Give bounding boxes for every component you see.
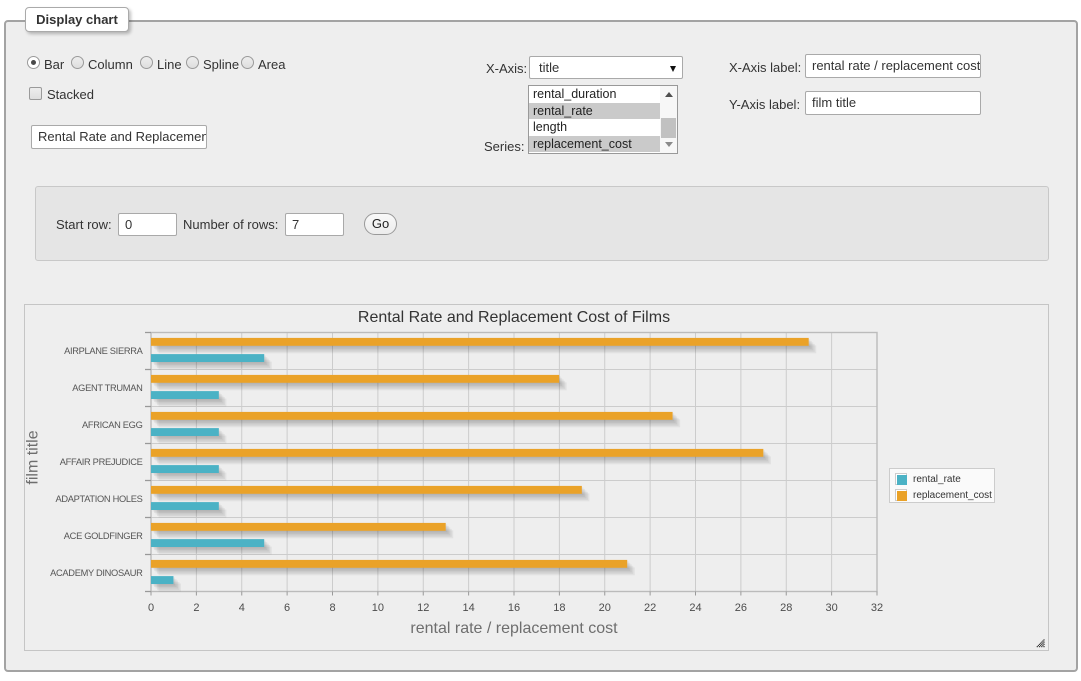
svg-text:22: 22 xyxy=(644,602,656,614)
svg-text:Rental Rate and Replacement Co: Rental Rate and Replacement Cost of Film… xyxy=(358,309,670,326)
svg-text:rental rate / replacement cost: rental rate / replacement cost xyxy=(410,620,618,637)
svg-text:32: 32 xyxy=(871,602,883,614)
svg-text:AFFAIR PREJUDICE: AFFAIR PREJUDICE xyxy=(60,457,143,467)
svg-text:AIRPLANE SIERRA: AIRPLANE SIERRA xyxy=(64,346,144,356)
svg-text:ADAPTATION HOLES: ADAPTATION HOLES xyxy=(55,494,142,504)
svg-text:24: 24 xyxy=(689,602,701,614)
svg-text:30: 30 xyxy=(825,602,837,614)
svg-text:AGENT TRUMAN: AGENT TRUMAN xyxy=(72,383,142,393)
svg-text:4: 4 xyxy=(239,602,245,614)
svg-text:16: 16 xyxy=(508,602,520,614)
svg-text:10: 10 xyxy=(372,602,384,614)
svg-text:26: 26 xyxy=(735,602,747,614)
svg-text:12: 12 xyxy=(417,602,429,614)
svg-text:20: 20 xyxy=(599,602,611,614)
svg-text:18: 18 xyxy=(553,602,565,614)
svg-text:film title: film title xyxy=(25,430,42,484)
svg-text:8: 8 xyxy=(329,602,335,614)
svg-text:ACADEMY DINOSAUR: ACADEMY DINOSAUR xyxy=(50,568,143,578)
svg-text:28: 28 xyxy=(780,602,792,614)
svg-text:AFRICAN EGG: AFRICAN EGG xyxy=(82,420,143,430)
svg-text:14: 14 xyxy=(462,602,474,614)
svg-text:6: 6 xyxy=(284,602,290,614)
svg-text:0: 0 xyxy=(148,602,154,614)
svg-text:ACE GOLDFINGER: ACE GOLDFINGER xyxy=(64,531,143,541)
svg-text:2: 2 xyxy=(193,602,199,614)
